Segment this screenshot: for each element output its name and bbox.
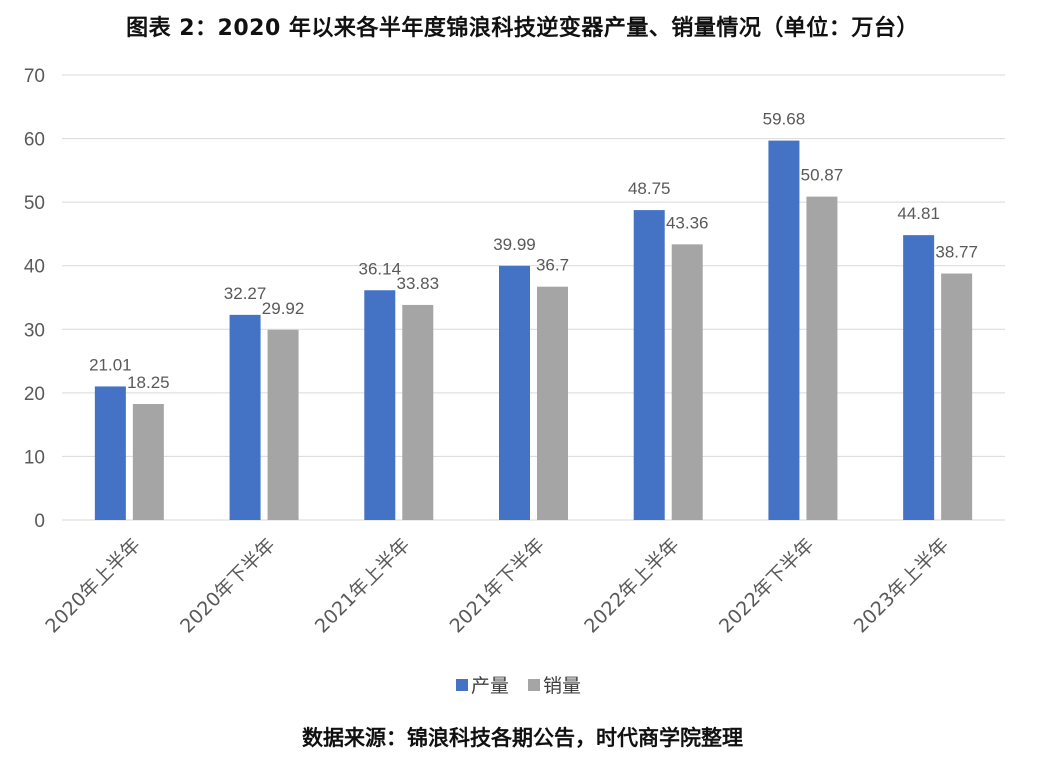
y-tick-label: 0 bbox=[34, 511, 45, 532]
data-label: 44.81 bbox=[897, 204, 940, 223]
x-tick-label: 2022年上半年 bbox=[580, 534, 683, 637]
bar-production bbox=[499, 265, 530, 520]
bar-production bbox=[903, 235, 935, 521]
bar-production bbox=[94, 386, 126, 520]
legend-swatch bbox=[456, 679, 468, 691]
bar-sales bbox=[402, 304, 434, 520]
bar-production bbox=[364, 290, 396, 520]
data-label: 33.83 bbox=[397, 274, 440, 293]
data-label: 48.75 bbox=[628, 179, 671, 198]
data-label: 59.68 bbox=[763, 110, 806, 129]
data-label: 21.01 bbox=[89, 355, 132, 374]
legend: 产量 销量 bbox=[456, 675, 581, 697]
y-tick-label: 70 bbox=[24, 66, 45, 87]
y-tick-label: 20 bbox=[24, 384, 45, 405]
data-label: 36.14 bbox=[359, 259, 402, 278]
bars bbox=[94, 140, 973, 521]
bar-production bbox=[768, 140, 800, 520]
y-tick-label: 50 bbox=[24, 193, 45, 214]
bar-sales bbox=[132, 403, 164, 520]
data-label: 43.36 bbox=[666, 213, 709, 232]
y-tick-label: 60 bbox=[24, 130, 45, 151]
legend-swatch bbox=[528, 679, 540, 691]
data-label: 38.77 bbox=[935, 243, 978, 262]
data-label: 29.92 bbox=[262, 299, 305, 318]
legend-label: 产量 bbox=[471, 675, 509, 697]
chart-title: 图表 2：2020 年以来各半年度锦浪科技逆变器产量、销量情况（单位：万台） bbox=[126, 16, 919, 41]
data-source-note: 数据来源：锦浪科技各期公告，时代商学院整理 bbox=[302, 726, 743, 750]
gridlines bbox=[62, 74, 1005, 521]
data-label: 36.7 bbox=[536, 256, 569, 275]
x-tick-label: 2021年下半年 bbox=[446, 534, 549, 637]
y-tick-label: 40 bbox=[24, 257, 45, 278]
y-axis-ticks: 0 10 20 30 40 50 60 70 bbox=[24, 66, 45, 532]
y-tick-label: 30 bbox=[24, 320, 45, 341]
bar-sales bbox=[537, 286, 568, 520]
x-tick-label: 2023年上半年 bbox=[850, 534, 953, 637]
bar-sales bbox=[941, 273, 973, 520]
data-label: 32.27 bbox=[224, 284, 267, 303]
bar-sales bbox=[671, 244, 703, 520]
bar-production bbox=[229, 314, 261, 520]
legend-label: 销量 bbox=[543, 675, 581, 697]
x-tick-label: 2020年上半年 bbox=[41, 534, 144, 637]
data-label: 50.87 bbox=[801, 166, 844, 185]
data-label: 18.25 bbox=[127, 373, 170, 392]
bar-production bbox=[633, 210, 665, 520]
x-tick-label: 2022年下半年 bbox=[715, 534, 818, 637]
bar-sales bbox=[806, 196, 838, 521]
x-tick-label: 2021年上半年 bbox=[311, 534, 414, 637]
x-tick-label: 2020年下半年 bbox=[176, 534, 279, 637]
data-label: 39.99 bbox=[493, 235, 536, 254]
bar-sales bbox=[267, 329, 299, 520]
y-tick-label: 10 bbox=[24, 447, 45, 468]
x-axis-labels: 2020年上半年 2020年下半年 2021年上半年 2021年下半年 2022年上半年… bbox=[41, 534, 953, 637]
